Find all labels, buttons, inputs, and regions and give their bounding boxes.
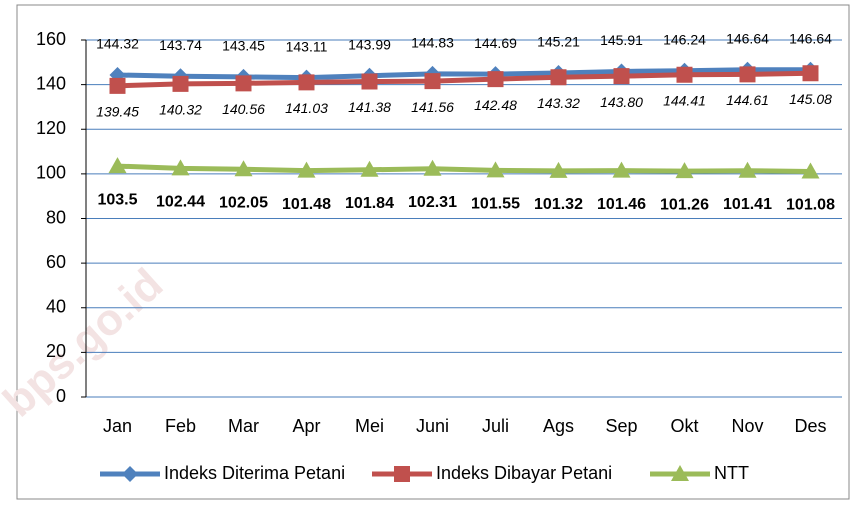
marker [739, 66, 756, 83]
marker [802, 65, 819, 82]
legend-marker [394, 466, 410, 482]
x-tick-label: Nov [731, 416, 763, 436]
marker [172, 75, 189, 92]
data-label: 143.80 [600, 94, 643, 110]
marker [171, 159, 190, 176]
x-tick-label: Jan [103, 416, 132, 436]
marker [361, 73, 378, 90]
marker [235, 75, 252, 92]
chart-border [16, 4, 850, 500]
data-label: 101.84 [345, 195, 394, 212]
marker [613, 68, 630, 85]
y-tick-label: 100 [36, 163, 66, 183]
data-label: 146.64 [789, 31, 832, 47]
data-label: 146.24 [663, 31, 706, 47]
data-label: 141.56 [411, 99, 454, 115]
y-tick-label: 60 [46, 252, 66, 272]
marker [108, 157, 127, 174]
y-tick-label: 20 [46, 341, 66, 361]
data-label: 144.83 [411, 35, 454, 51]
data-label: 142.48 [474, 97, 517, 113]
data-label: 145.08 [789, 91, 832, 107]
legend-marker [122, 466, 138, 482]
marker [675, 162, 694, 179]
data-label: 101.46 [597, 196, 646, 213]
data-label: 140.32 [159, 102, 202, 118]
series-line [117, 163, 811, 174]
data-label: 143.74 [159, 37, 202, 53]
data-label: 143.32 [537, 95, 580, 111]
data-label: 144.32 [96, 36, 139, 52]
x-tick-label: Mei [355, 416, 384, 436]
legend-label: Indeks Dibayar Petani [436, 463, 612, 483]
data-label: 140.56 [222, 101, 265, 117]
data-label: 101.32 [534, 196, 583, 213]
data-label: 101.08 [786, 197, 835, 214]
x-tick-label: Feb [165, 416, 196, 436]
x-tick-label: Okt [670, 416, 698, 436]
x-tick-label: Juni [416, 416, 449, 436]
y-tick-label: 140 [36, 73, 66, 93]
legend-label: Indeks Diterima Petani [164, 463, 345, 483]
marker [423, 159, 442, 176]
data-label: 102.05 [219, 195, 268, 212]
data-label: 145.91 [600, 32, 643, 48]
legend-marker [671, 465, 689, 481]
data-label: 101.41 [723, 196, 772, 213]
data-label: 101.48 [282, 196, 331, 213]
marker [486, 161, 505, 178]
marker [234, 160, 253, 177]
marker [487, 71, 504, 88]
marker [612, 161, 631, 178]
data-label: 139.45 [96, 104, 139, 120]
series-line [117, 67, 811, 81]
data-label: 144.61 [726, 92, 769, 108]
marker [801, 162, 820, 179]
marker [738, 161, 757, 178]
data-label: 145.21 [537, 34, 580, 50]
x-tick-label: Des [794, 416, 826, 436]
x-tick-label: Juli [482, 416, 509, 436]
marker [297, 161, 316, 178]
marker [298, 74, 315, 91]
data-label: 143.11 [286, 38, 328, 54]
y-tick-label: 120 [36, 118, 66, 138]
marker [424, 73, 441, 90]
data-label: 143.99 [348, 36, 391, 52]
y-tick-label: 40 [46, 297, 66, 317]
data-label: 103.5 [97, 191, 137, 208]
data-label: 146.64 [726, 31, 769, 47]
marker [360, 160, 379, 177]
data-label: 101.55 [471, 196, 520, 213]
data-label: 101.26 [660, 196, 709, 213]
x-tick-label: Mar [228, 416, 259, 436]
y-tick-label: 160 [36, 29, 66, 49]
legend-label: NTT [714, 463, 749, 483]
x-tick-label: Sep [605, 416, 637, 436]
marker [549, 161, 568, 178]
x-tick-label: Apr [292, 416, 320, 436]
data-label: 143.45 [222, 38, 265, 54]
y-tick-label: 80 [46, 207, 66, 227]
series-line [117, 70, 811, 89]
data-label: 102.44 [156, 194, 205, 211]
y-tick-label: 0 [56, 386, 66, 406]
data-label: 141.03 [285, 100, 328, 116]
data-label: 102.31 [408, 194, 457, 211]
data-label: 141.38 [348, 99, 391, 115]
marker [676, 66, 693, 83]
x-tick-label: Ags [543, 416, 574, 436]
marker [550, 69, 567, 86]
data-label: 144.69 [474, 35, 517, 51]
data-label: 144.41 [663, 92, 706, 108]
marker [109, 77, 126, 94]
